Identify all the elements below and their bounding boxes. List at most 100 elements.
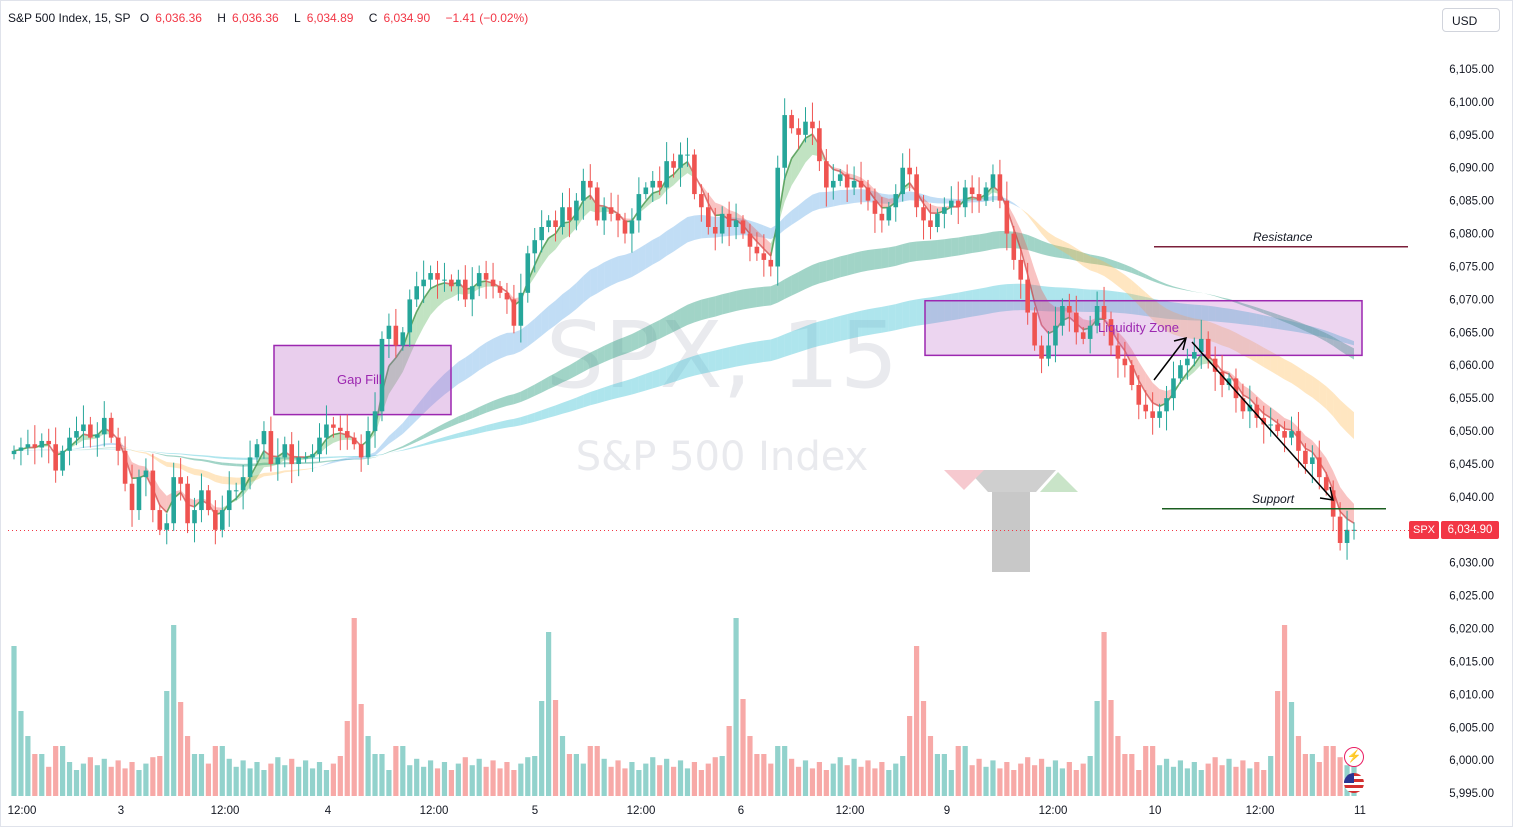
- candle-body: [914, 174, 919, 208]
- ema-ribbon-mid: [916, 241, 924, 262]
- candle-body: [1261, 417, 1267, 425]
- volume-bar: [358, 704, 364, 796]
- volume-bar: [789, 758, 795, 796]
- time-axis[interactable]: 12:00 3 12:00 4 12:00 5 12:00 6 12:00 9 12:00 10 12:…: [8, 805, 1366, 817]
- volume-bar: [296, 766, 302, 796]
- ema-ribbon-slow: [173, 453, 181, 455]
- candle-body: [699, 194, 704, 208]
- ema-ribbon-slow: [743, 342, 750, 366]
- volume-bar: [1295, 736, 1302, 796]
- volume-bar: [87, 757, 93, 796]
- ema-ribbon-slow: [145, 450, 153, 452]
- ema-ribbon-medium: [548, 300, 556, 331]
- ema-ribbon-slow: [451, 432, 459, 440]
- liquidity-zone[interactable]: [924, 299, 1363, 357]
- candle-body: [650, 180, 656, 188]
- ema-ribbon-mid: [1242, 303, 1250, 308]
- candle-body: [226, 490, 232, 511]
- ema-fast-line: [395, 347, 404, 359]
- candle-body: [469, 286, 475, 300]
- ema-ribbon-fast: [673, 166, 681, 186]
- ema-ribbon-mid: [701, 297, 709, 321]
- candle-body: [400, 332, 406, 346]
- candle-body: [796, 128, 801, 135]
- ema-ribbon-mid: [541, 376, 549, 393]
- volume-bar: [18, 711, 24, 796]
- ema-ribbon-medium: [937, 197, 945, 204]
- candle-body: [372, 411, 378, 432]
- ema-ribbon-slow: [402, 447, 410, 451]
- ema-ribbon-medium: [590, 266, 598, 298]
- gap-fill-zone[interactable]: [273, 344, 452, 416]
- ema-ribbon-medium: [1215, 323, 1223, 346]
- watermark-name: S&P 500 Index: [576, 434, 869, 480]
- price-tag-value: 6,034.90: [1441, 521, 1499, 539]
- ema-ribbon-mid: [1249, 305, 1257, 311]
- candle-body: [1157, 411, 1162, 418]
- ema-ribbon-medium: [1117, 270, 1125, 292]
- ema-ribbon-medium: [277, 470, 285, 475]
- candle-body: [1178, 365, 1183, 379]
- candle-body: [296, 457, 301, 464]
- volume-bar: [1052, 760, 1059, 796]
- high-value: 6,036.36: [231, 11, 279, 25]
- ema-ribbon-mid: [583, 352, 591, 372]
- ema-ribbon-slow: [631, 376, 639, 395]
- x-tick-label: 4: [325, 805, 332, 817]
- ema-ribbon-mid: [624, 333, 632, 355]
- volume-bar: [178, 702, 184, 796]
- ema-ribbon-mid: [1194, 291, 1202, 293]
- volume-bar: [900, 756, 906, 796]
- volume-bar: [782, 746, 788, 796]
- price-axis[interactable]: 6,105.00 6,100.00 6,095.00 6,090.00 6,085.00…: [1449, 64, 1494, 800]
- ema-ribbon-mid: [1298, 321, 1306, 332]
- candle-body: [622, 220, 628, 234]
- volume-bar: [941, 754, 947, 796]
- ema-ribbon-slow: [388, 451, 396, 453]
- ema-ribbon-medium: [1333, 392, 1341, 426]
- volume-bar: [1184, 768, 1190, 796]
- ema-ribbon-mid: [673, 308, 681, 332]
- ema-ribbon-slow: [715, 348, 723, 372]
- ema-ribbon-medium: [1263, 347, 1271, 372]
- candle-body: [247, 457, 253, 478]
- ema-fast-line: [756, 241, 765, 250]
- ema-ribbon-fast: [805, 134, 813, 163]
- candle-body: [837, 174, 843, 181]
- ema-ribbon-slow: [1201, 305, 1209, 322]
- candle-body: [844, 174, 850, 188]
- ema-ribbon-medium: [506, 332, 514, 356]
- ema-ribbon-mid: [222, 462, 230, 466]
- ema-ribbon-mid: [944, 238, 952, 258]
- annotations: Gap Fill Liquidity Zone Resistance Suppo…: [8, 230, 1438, 531]
- ema-ribbon-fast: [555, 223, 563, 250]
- ema-fast-line: [1117, 340, 1126, 352]
- ema-ribbon-medium: [840, 189, 848, 205]
- ema-ribbon-mid: [618, 336, 625, 357]
- ema-ribbon-slow: [624, 378, 632, 397]
- ema-ribbon-mid: [638, 327, 646, 349]
- volume-bar: [927, 736, 934, 796]
- ema-ribbon-slow: [159, 452, 167, 454]
- us-flag-icon[interactable]: [1344, 773, 1364, 793]
- ema-ribbon-medium: [388, 429, 396, 444]
- ema-ribbon-mid: [437, 423, 445, 433]
- ema-ribbon-slow: [493, 421, 501, 431]
- candle-body: [1094, 305, 1100, 326]
- y-tick-label: 6,080.00: [1449, 229, 1494, 241]
- candle-body: [185, 483, 190, 524]
- ema-ribbon-fast: [756, 230, 764, 249]
- volume-bar: [761, 754, 767, 796]
- candle-body: [1219, 371, 1225, 385]
- ema-ribbon-medium: [1006, 198, 1014, 205]
- lightning-icon[interactable]: ⚡: [1344, 747, 1364, 767]
- ema-ribbon-mid: [257, 462, 264, 466]
- ema-ribbon-slow: [1194, 304, 1202, 321]
- candle-body: [824, 161, 829, 188]
- currency-button[interactable]: USD: [1442, 8, 1500, 32]
- volume-bar: [1254, 762, 1260, 796]
- ema-ribbon-slow: [736, 343, 744, 367]
- ema-ribbon-slow: [375, 454, 382, 457]
- ema-ribbon-slow: [1041, 285, 1049, 312]
